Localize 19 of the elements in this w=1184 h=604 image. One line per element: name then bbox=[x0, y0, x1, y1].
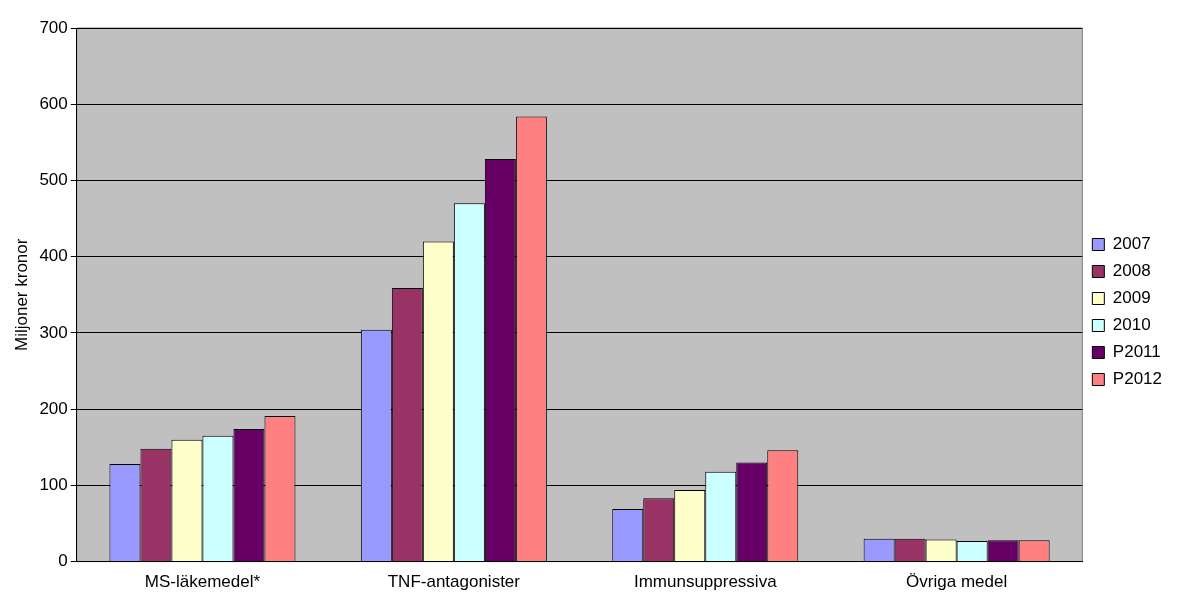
y-tick-label: 500 bbox=[39, 170, 68, 190]
y-axis-title: Miljoner kronor bbox=[11, 238, 31, 352]
legend-label: P2012 bbox=[1112, 369, 1163, 389]
y-tick-label: 0 bbox=[58, 551, 68, 571]
y-tick-label: 600 bbox=[39, 93, 68, 113]
legend-label: P2011 bbox=[1112, 342, 1161, 362]
y-tick-label: 700 bbox=[39, 17, 68, 37]
legend-label: 2010 bbox=[1112, 315, 1151, 335]
x-tick-label: Övriga medel bbox=[906, 572, 1008, 592]
x-tick-label: MS-läkemedel* bbox=[144, 572, 261, 592]
legend-label: 2007 bbox=[1112, 234, 1151, 254]
x-tick-label: Immunsuppressiva bbox=[633, 572, 778, 592]
y-tick-label: 400 bbox=[39, 246, 68, 266]
legend-label: 2009 bbox=[1112, 288, 1151, 308]
y-tick-label: 300 bbox=[39, 322, 68, 342]
y-tick-label: 200 bbox=[39, 398, 68, 418]
x-tick-label: TNF-antagonister bbox=[387, 572, 521, 592]
y-tick-label: 100 bbox=[39, 475, 68, 495]
legend-label: 2008 bbox=[1112, 261, 1151, 281]
